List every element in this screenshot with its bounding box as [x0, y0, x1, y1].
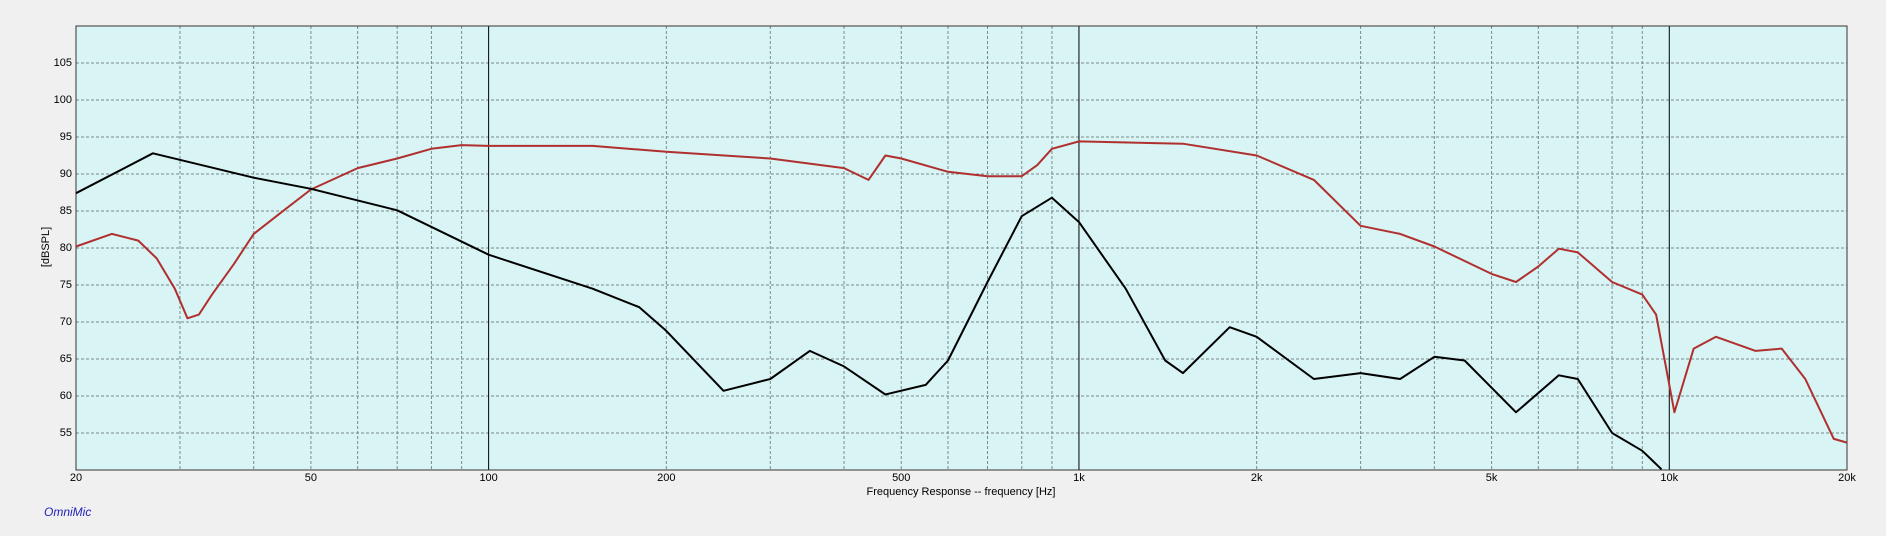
- plot-border: [75, 25, 1848, 471]
- x-tick-label: 50: [305, 472, 317, 484]
- y-tick-label: 90: [60, 168, 72, 180]
- brand: OmniMic: [44, 505, 91, 519]
- y-axis-label: [dBSPL]: [40, 227, 52, 267]
- series-line: [75, 152, 1663, 471]
- y-tick-label: 60: [60, 390, 72, 402]
- x-tick-label: 5k: [1486, 472, 1498, 484]
- y-tick-label: 65: [60, 353, 72, 365]
- x-tick-label: 100: [479, 472, 497, 484]
- y-tick-label: 105: [54, 57, 72, 69]
- x-tick-label: 500: [892, 472, 910, 484]
- series-line: [75, 140, 1848, 444]
- y-tick-label: 70: [60, 316, 72, 328]
- y-tick-label: 55: [60, 427, 72, 439]
- y-tick-label: 85: [60, 205, 72, 217]
- x-axis-label: Frequency Response -- frequency [Hz]: [867, 486, 1056, 498]
- x-tick-label: 200: [657, 472, 675, 484]
- x-tick-label: 20: [70, 472, 82, 484]
- y-tick-label: 80: [60, 242, 72, 254]
- x-tick-label: 20k: [1838, 472, 1856, 484]
- x-tick-label: 1k: [1073, 472, 1085, 484]
- y-tick-label: 100: [54, 94, 72, 106]
- x-tick-label: 2k: [1251, 472, 1263, 484]
- x-tick-label: 10k: [1660, 472, 1678, 484]
- y-tick-label: 95: [60, 131, 72, 143]
- y-tick-label: 75: [60, 279, 72, 291]
